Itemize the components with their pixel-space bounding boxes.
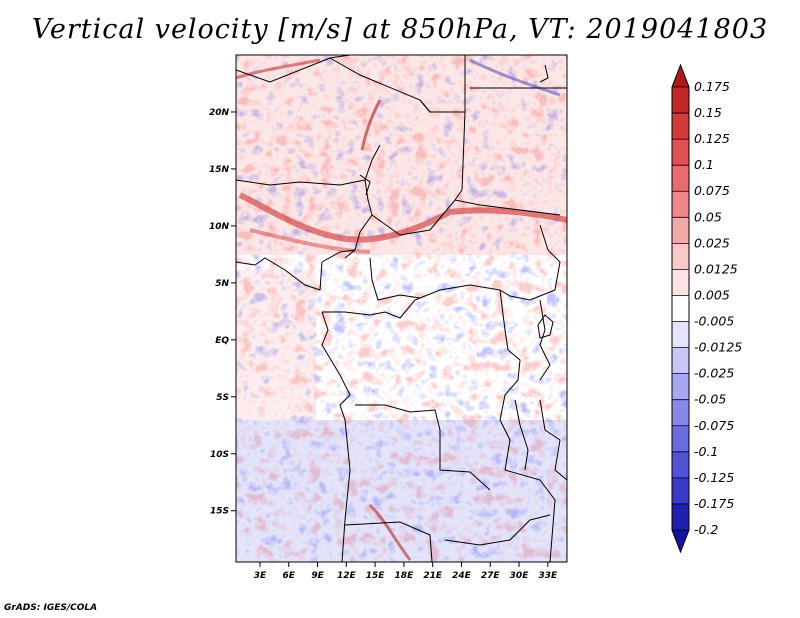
colorbar-label: -0.075 — [694, 418, 734, 433]
colorbar-swatch — [672, 191, 689, 218]
lon-tick-label: 9E — [311, 571, 324, 581]
ocean-warm-tint — [236, 270, 316, 420]
colorbar-swatch — [672, 503, 689, 531]
map-frame — [235, 54, 568, 563]
colorbar-label: 0.0125 — [694, 261, 738, 276]
red-sea-coast — [539, 64, 549, 83]
lon-tick-label: 12E — [337, 571, 357, 581]
colorbar-swatch — [672, 399, 689, 427]
colorbar-top-arrow — [672, 65, 689, 87]
colorbar-swatch — [672, 477, 689, 505]
coastline-gabon-congo — [321, 311, 351, 396]
sahara-band — [360, 99, 382, 151]
colorbar-swatch — [672, 217, 689, 244]
lon-tick-label: 24E — [452, 571, 472, 581]
lon-tick-label: 33E — [538, 571, 558, 581]
colorbar-swatch — [672, 113, 689, 140]
colorbar-swatch — [672, 373, 689, 401]
colorbar-swatch — [672, 139, 689, 166]
latitude-axis: 20N 15N 10N 5N EQ 5S 10S 15S — [209, 108, 236, 517]
border-niger-nigeria — [236, 179, 366, 186]
colorbar-label: -0.05 — [694, 392, 726, 407]
south-band — [368, 503, 412, 561]
north-east-band — [469, 58, 561, 97]
lat-tick-label: 10N — [209, 222, 230, 232]
lat-tick-label: EQ — [215, 336, 229, 346]
lon-tick-label: 6E — [283, 571, 296, 581]
colorbar-label: -0.005 — [694, 314, 734, 329]
colorbar-label: -0.0125 — [694, 340, 742, 355]
border-nigeria-chad — [344, 199, 373, 259]
lat-tick-label: 20N — [209, 108, 230, 118]
border-tanzania — [539, 399, 567, 481]
lake-chad-outline — [359, 174, 371, 196]
colorbar-swatch — [672, 451, 689, 479]
border-zambia-malawi — [504, 469, 556, 562]
border-drc-angola — [355, 404, 491, 491]
lon-tick-label: 3E — [254, 571, 267, 581]
lat-tick-label: 5N — [215, 279, 229, 289]
coastline-gulf-guinea — [236, 257, 321, 291]
velocity-field-raster — [236, 55, 567, 562]
border-angola-namibia — [344, 521, 433, 562]
border-car-sudan — [371, 199, 561, 236]
border-south-sudan — [499, 224, 561, 301]
lake-victoria-outline — [537, 314, 554, 339]
border-niger-chad — [364, 144, 381, 201]
colorbar-label: -0.2 — [694, 522, 718, 537]
colorbar-bottom-arrow — [672, 530, 689, 552]
south-cool-tint — [236, 420, 567, 562]
border-algeria-niger — [236, 55, 351, 83]
colorbar: 0.175 0.15 0.125 0.1 0.075 0.05 0.025 0.0125 0.0… — [671, 63, 742, 554]
lake-tanganyika-outline — [514, 399, 529, 471]
border-cameroon-gabon — [322, 297, 421, 319]
lat-tick-label: 15S — [210, 507, 229, 517]
country-borders — [236, 55, 567, 562]
longitude-axis: 3E 6E 9E 12E 15E 18E 21E 24E 27E 30E 33E — [254, 562, 558, 581]
lat-tick-label: 10S — [210, 450, 229, 460]
lat-tick-label: 5S — [216, 393, 229, 403]
lon-tick-label: 18E — [395, 571, 415, 581]
border-libya-egypt — [419, 55, 466, 113]
velocity-field — [236, 55, 567, 562]
border-chad-sudan — [454, 111, 466, 201]
colorbar-label: 0.075 — [694, 183, 730, 198]
lon-tick-label: 15E — [366, 571, 386, 581]
colorbar-label: -0.025 — [694, 366, 734, 381]
lon-tick-label: 27E — [481, 571, 501, 581]
colorbar-swatch — [672, 425, 689, 453]
border-zambia-zimbabwe — [444, 514, 551, 546]
colorbar-label: 0.1 — [694, 157, 714, 172]
colorbar-label: -0.125 — [694, 470, 734, 485]
colorbar-label: -0.1 — [694, 444, 718, 459]
colorbar-label: 0.175 — [694, 79, 730, 94]
map-title: Vertical velocity [m/s] at 850hPa, VT: 2… — [31, 14, 769, 45]
colorbar-swatch — [672, 87, 689, 114]
colorbar-label: 0.025 — [694, 235, 730, 250]
coastline-angola — [339, 394, 351, 562]
north-west-band — [236, 58, 321, 80]
border-uganda-kenya — [539, 299, 551, 381]
border-nigeria-cameroon — [319, 249, 356, 291]
colorbar-swatch — [672, 295, 689, 323]
colorbar-swatch — [672, 269, 689, 296]
north-warm-tint — [236, 55, 567, 255]
colorbar-label: 0.05 — [694, 209, 722, 224]
colorbar-label: -0.175 — [694, 496, 734, 511]
colorbar-label: 0.005 — [694, 287, 730, 302]
colorbar-label: 0.125 — [694, 131, 730, 146]
grads-credit: GrADS: IGES/COLA — [4, 603, 98, 613]
colorbar-swatch — [672, 321, 689, 349]
lon-tick-label: 21E — [423, 571, 443, 581]
lon-tick-label: 30E — [510, 571, 530, 581]
colorbar-swatch — [672, 347, 689, 375]
lat-tick-label: 15N — [209, 165, 230, 175]
colorbar-swatch — [672, 243, 689, 270]
colorbar-label: 0.15 — [694, 105, 722, 120]
border-drc-east — [499, 289, 521, 471]
convergence-band-west — [249, 228, 371, 254]
border-car-congo — [369, 257, 501, 301]
colorbar-swatch — [672, 165, 689, 192]
